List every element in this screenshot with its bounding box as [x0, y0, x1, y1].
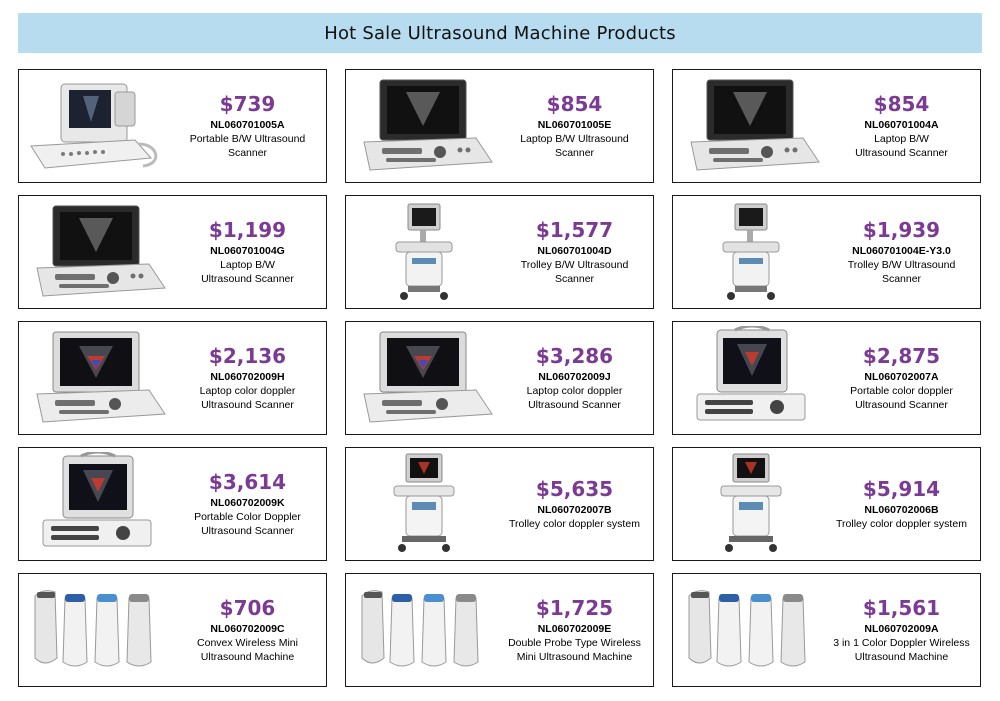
product-info: $1,199 NL060701004G Laptop B/W Ultrasound … — [173, 196, 326, 308]
product-price: $2,136 — [208, 344, 287, 368]
product-card[interactable]: $5,914 NL060702006B Trolley color doppler … — [672, 447, 981, 561]
product-info: $854 NL060701005E Laptop B/W Ultrasound Sc… — [500, 70, 653, 182]
product-info: $5,914 NL060702006B Trolley color doppler … — [827, 448, 980, 560]
product-card[interactable]: $3,286 NL060702009J Laptop color doppler U… — [345, 321, 654, 435]
laptop-doppler-icon — [350, 326, 500, 430]
product-code: NL060701005E — [537, 119, 612, 131]
product-code: NL060702009H — [210, 371, 285, 383]
product-price: $854 — [546, 92, 603, 116]
portable-doppler-icon — [677, 326, 827, 430]
product-description: Portable B/W Ultrasound Scanner — [189, 133, 306, 159]
product-description: Laptop color doppler Ultrasound Scanner — [526, 385, 623, 411]
product-code: NL060702007A — [864, 371, 939, 383]
product-code: NL060701004G — [210, 245, 285, 257]
laptop-scanner-icon — [677, 74, 827, 178]
product-info: $1,939 NL060701004E-Y3.0 Trolley B/W Ultra… — [827, 196, 980, 308]
product-price: $3,614 — [208, 470, 287, 494]
product-code: NL060702009J — [538, 371, 611, 383]
product-code: NL060702009E — [537, 623, 612, 635]
product-info: $739 NL060701005A Portable B/W Ultrasound … — [173, 70, 326, 182]
product-description: Laptop color doppler Ultrasound Scanner — [199, 385, 296, 411]
wireless-probe-icon — [350, 578, 500, 682]
trolley-doppler-icon — [350, 452, 500, 556]
product-card[interactable]: $1,561 NL060702009A 3 in 1 Color Doppler W… — [672, 573, 981, 687]
product-price: $1,577 — [535, 218, 614, 242]
product-card[interactable]: $5,635 NL060702007B Trolley color doppler … — [345, 447, 654, 561]
product-code: NL060701004A — [864, 119, 939, 131]
product-description: Trolley B/W Ultrasound Scanner — [520, 259, 629, 285]
product-card[interactable]: $1,725 NL060702009E Double Probe Type Wire… — [345, 573, 654, 687]
page-title: Hot Sale Ultrasound Machine Products — [324, 22, 676, 44]
product-card[interactable]: $3,614 NL060702009K Portable Color Doppler… — [18, 447, 327, 561]
product-price: $5,914 — [862, 477, 941, 501]
portable-doppler-icon — [23, 452, 173, 556]
product-price: $739 — [219, 92, 276, 116]
product-code: NL060702006B — [864, 504, 939, 516]
product-code: NL060702009A — [864, 623, 939, 635]
product-price: $5,635 — [535, 477, 614, 501]
product-description: Laptop B/W Ultrasound Scanner — [520, 133, 629, 159]
product-card[interactable]: $854 NL060701004A Laptop B/W Ultrasound Sc… — [672, 69, 981, 183]
product-description: Laptop B/W Ultrasound Scanner — [201, 259, 294, 285]
product-description: Portable color doppler Ultrasound Scanne… — [850, 385, 953, 411]
laptop-scanner-icon — [350, 74, 500, 178]
product-info: $2,136 NL060702009H Laptop color doppler U… — [173, 322, 326, 434]
product-code: NL060701004E-Y3.0 — [852, 245, 951, 257]
product-info: $854 NL060701004A Laptop B/W Ultrasound Sc… — [827, 70, 980, 182]
product-description: Convex Wireless Mini Ultrasound Machine — [197, 637, 298, 663]
product-description: Double Probe Type Wireless Mini Ultrasou… — [508, 637, 641, 663]
product-code: NL060701005A — [210, 119, 285, 131]
product-price: $706 — [219, 596, 276, 620]
product-price: $1,725 — [535, 596, 614, 620]
product-info: $3,286 NL060702009J Laptop color doppler U… — [500, 322, 653, 434]
product-code: NL060702009C — [210, 623, 285, 635]
wireless-probe-icon — [23, 578, 173, 682]
product-price: $854 — [873, 92, 930, 116]
trolley-scanner-icon — [350, 200, 500, 304]
wireless-probe-icon — [677, 578, 827, 682]
product-description: Trolley color doppler system — [836, 518, 967, 530]
product-info: $2,875 NL060702007A Portable color doppler… — [827, 322, 980, 434]
product-price: $3,286 — [535, 344, 614, 368]
product-info: $1,577 NL060701004D Trolley B/W Ultrasound… — [500, 196, 653, 308]
product-info: $3,614 NL060702009K Portable Color Doppler… — [173, 448, 326, 560]
product-info: $706 NL060702009C Convex Wireless Mini Ult… — [173, 574, 326, 686]
product-code: NL060702009K — [210, 497, 285, 509]
laptop-doppler-icon — [23, 326, 173, 430]
product-info: $1,725 NL060702009E Double Probe Type Wire… — [500, 574, 653, 686]
laptop-scanner-icon — [23, 200, 173, 304]
product-card[interactable]: $1,199 NL060701004G Laptop B/W Ultrasound … — [18, 195, 327, 309]
product-card[interactable]: $854 NL060701005E Laptop B/W Ultrasound Sc… — [345, 69, 654, 183]
product-description: Portable Color Doppler Ultrasound Scanne… — [194, 511, 301, 537]
product-description: Trolley color doppler system — [509, 518, 640, 530]
portable-scanner-icon — [23, 74, 173, 178]
product-code: NL060701004D — [537, 245, 612, 257]
product-price: $2,875 — [862, 344, 941, 368]
product-code: NL060702007B — [537, 504, 612, 516]
page-header-banner: Hot Sale Ultrasound Machine Products — [18, 13, 982, 53]
product-card[interactable]: $2,136 NL060702009H Laptop color doppler U… — [18, 321, 327, 435]
product-description: Trolley B/W Ultrasound Scanner — [847, 259, 956, 285]
trolley-doppler-icon — [677, 452, 827, 556]
product-price: $1,199 — [208, 218, 287, 242]
product-info: $5,635 NL060702007B Trolley color doppler … — [500, 448, 653, 560]
product-card[interactable]: $2,875 NL060702007A Portable color doppler… — [672, 321, 981, 435]
product-description: 3 in 1 Color Doppler Wireless Ultrasound… — [833, 637, 970, 663]
product-card[interactable]: $739 NL060701005A Portable B/W Ultrasound … — [18, 69, 327, 183]
product-card[interactable]: $1,577 NL060701004D Trolley B/W Ultrasound… — [345, 195, 654, 309]
product-price: $1,561 — [862, 596, 941, 620]
product-price: $1,939 — [862, 218, 941, 242]
product-info: $1,561 NL060702009A 3 in 1 Color Doppler W… — [827, 574, 980, 686]
product-description: Laptop B/W Ultrasound Scanner — [855, 133, 948, 159]
product-card[interactable]: $706 NL060702009C Convex Wireless Mini Ult… — [18, 573, 327, 687]
trolley-scanner-icon — [677, 200, 827, 304]
product-card[interactable]: $1,939 NL060701004E-Y3.0 Trolley B/W Ultra… — [672, 195, 981, 309]
